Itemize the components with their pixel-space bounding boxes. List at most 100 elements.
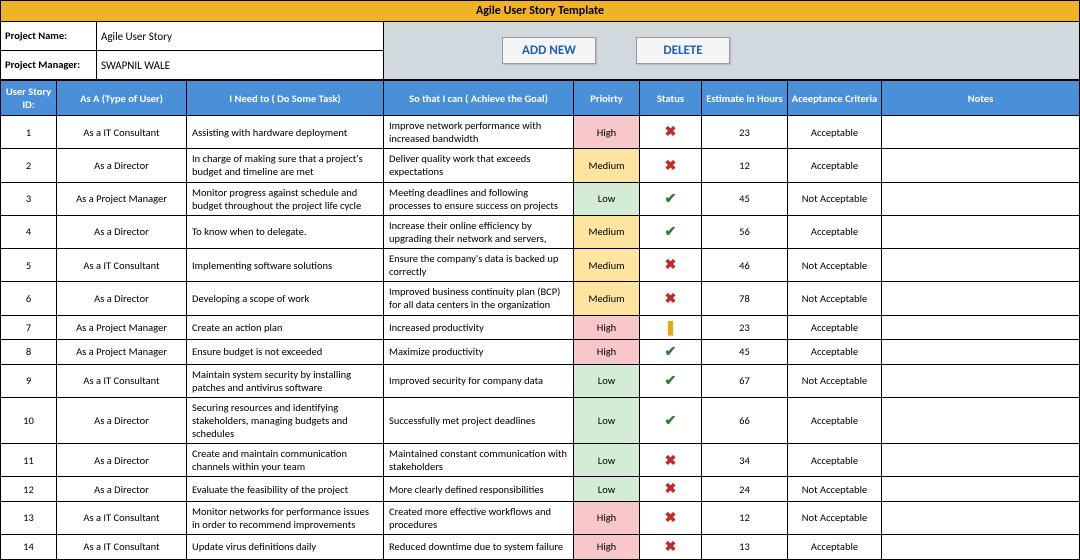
cell-estimate[interactable]: 45	[702, 340, 788, 365]
cell-status[interactable]: ✔	[640, 215, 702, 248]
cell-status[interactable]: ✔	[640, 397, 702, 443]
cell-notes[interactable]	[882, 477, 1080, 502]
cell-id[interactable]: 14	[1, 535, 57, 560]
cell-status[interactable]: ✖	[640, 282, 702, 315]
cell-id[interactable]: 1	[1, 116, 57, 149]
cell-priority[interactable]: Low	[574, 444, 640, 477]
cell-status[interactable]: ✔	[640, 340, 702, 365]
cell-need[interactable]: Update virus definitions daily	[187, 535, 384, 560]
cell-acceptance[interactable]: Not Acceptable	[788, 282, 882, 315]
delete-button[interactable]: DELETE	[636, 37, 730, 64]
cell-priority[interactable]: High	[574, 501, 640, 534]
cell-acceptance[interactable]: Not Acceptable	[788, 364, 882, 397]
cell-acceptance[interactable]: Acceptable	[788, 340, 882, 365]
cell-need[interactable]: Ensure budget is not exceeded	[187, 340, 384, 365]
cell-need[interactable]: Monitor networks for performance issues …	[187, 501, 384, 534]
cell-notes[interactable]	[882, 535, 1080, 560]
table-row[interactable]: 14As a IT ConsultantUpdate virus definit…	[1, 535, 1080, 560]
table-row[interactable]: 4As a Director To know when to delegate.…	[1, 215, 1080, 248]
cell-asa[interactable]: As a IT Consultant	[57, 249, 187, 282]
cell-asa[interactable]: As a IT Consultant	[57, 116, 187, 149]
cell-notes[interactable]	[882, 397, 1080, 443]
table-row[interactable]: 2As a DirectorIn charge of making sure t…	[1, 149, 1080, 182]
cell-asa[interactable]: As a Director	[57, 215, 187, 248]
cell-need[interactable]: Monitor progress against schedule and bu…	[187, 182, 384, 215]
cell-asa[interactable]: As a Director	[57, 397, 187, 443]
project-name-value[interactable]: Agile User Story	[97, 22, 384, 50]
cell-id[interactable]: 9	[1, 364, 57, 397]
cell-acceptance[interactable]: Not Acceptable	[788, 477, 882, 502]
cell-asa[interactable]: As a Project Manager	[57, 182, 187, 215]
cell-estimate[interactable]: 12	[702, 501, 788, 534]
cell-asa[interactable]: As a IT Consultant	[57, 501, 187, 534]
cell-acceptance[interactable]: Acceptable	[788, 315, 882, 340]
cell-acceptance[interactable]: Not Acceptable	[788, 501, 882, 534]
cell-asa[interactable]: As a Project Manager	[57, 340, 187, 365]
cell-priority[interactable]: High	[574, 535, 640, 560]
cell-estimate[interactable]: 24	[702, 477, 788, 502]
cell-notes[interactable]	[882, 315, 1080, 340]
cell-priority[interactable]: Medium	[574, 215, 640, 248]
cell-estimate[interactable]: 23	[702, 116, 788, 149]
cell-asa[interactable]: As a IT Consultant	[57, 364, 187, 397]
table-row[interactable]: 3As a Project ManagerMonitor progress ag…	[1, 182, 1080, 215]
cell-estimate[interactable]: 56	[702, 215, 788, 248]
cell-goal[interactable]: Reduced downtime due to system failure	[384, 535, 574, 560]
cell-priority[interactable]: Low	[574, 182, 640, 215]
table-row[interactable]: 13As a IT ConsultantMonitor networks for…	[1, 501, 1080, 534]
cell-status[interactable]: ✖	[640, 535, 702, 560]
cell-need[interactable]: Assisting with hardware deployment	[187, 116, 384, 149]
cell-estimate[interactable]: 78	[702, 282, 788, 315]
cell-need[interactable]: Securing resources and identifying stake…	[187, 397, 384, 443]
table-row[interactable]: 9As a IT Consultant Maintain system secu…	[1, 364, 1080, 397]
cell-need[interactable]: Developing a scope of work	[187, 282, 384, 315]
cell-notes[interactable]	[882, 501, 1080, 534]
cell-id[interactable]: 7	[1, 315, 57, 340]
cell-goal[interactable]: Maximize productivity	[384, 340, 574, 365]
cell-id[interactable]: 8	[1, 340, 57, 365]
table-row[interactable]: 6As a DirectorDeveloping a scope of work…	[1, 282, 1080, 315]
cell-notes[interactable]	[882, 116, 1080, 149]
table-row[interactable]: 1As a IT ConsultantAssisting with hardwa…	[1, 116, 1080, 149]
add-new-button[interactable]: ADD NEW	[502, 37, 596, 64]
cell-need[interactable]: To know when to delegate.	[187, 215, 384, 248]
cell-priority[interactable]: Medium	[574, 282, 640, 315]
cell-id[interactable]: 6	[1, 282, 57, 315]
cell-id[interactable]: 3	[1, 182, 57, 215]
cell-status[interactable]: ❚	[640, 315, 702, 340]
cell-priority[interactable]: High	[574, 116, 640, 149]
cell-status[interactable]: ✖	[640, 501, 702, 534]
cell-notes[interactable]	[882, 282, 1080, 315]
cell-estimate[interactable]: 12	[702, 149, 788, 182]
cell-goal[interactable]: Created more effective workflows and pro…	[384, 501, 574, 534]
cell-need[interactable]: Create an action plan	[187, 315, 384, 340]
cell-status[interactable]: ✖	[640, 477, 702, 502]
cell-goal[interactable]: Successfully met project deadlines	[384, 397, 574, 443]
cell-need[interactable]: In charge of making sure that a project'…	[187, 149, 384, 182]
cell-notes[interactable]	[882, 149, 1080, 182]
cell-id[interactable]: 11	[1, 444, 57, 477]
cell-priority[interactable]: Medium	[574, 149, 640, 182]
cell-notes[interactable]	[882, 215, 1080, 248]
table-row[interactable]: 7As a Project ManagerCreate an action pl…	[1, 315, 1080, 340]
cell-status[interactable]: ✖	[640, 116, 702, 149]
cell-goal[interactable]: Ensure the company's data is backed up c…	[384, 249, 574, 282]
table-row[interactable]: 12As a DirectorEvaluate the feasibility …	[1, 477, 1080, 502]
cell-priority[interactable]: Low	[574, 364, 640, 397]
cell-goal[interactable]: Deliver quality work that exceeds expect…	[384, 149, 574, 182]
cell-need[interactable]: Create and maintain communication channe…	[187, 444, 384, 477]
cell-goal[interactable]: Improved business continuity plan (BCP) …	[384, 282, 574, 315]
cell-asa[interactable]: As a IT Consultant	[57, 535, 187, 560]
cell-goal[interactable]: More clearly defined responsibilities	[384, 477, 574, 502]
cell-status[interactable]: ✖	[640, 444, 702, 477]
cell-need[interactable]: Implementing software solutions	[187, 249, 384, 282]
cell-need[interactable]: Evaluate the feasibility of the project	[187, 477, 384, 502]
cell-acceptance[interactable]: Acceptable	[788, 444, 882, 477]
cell-status[interactable]: ✔	[640, 182, 702, 215]
cell-priority[interactable]: Low	[574, 397, 640, 443]
cell-status[interactable]: ✔	[640, 364, 702, 397]
cell-acceptance[interactable]: Acceptable	[788, 215, 882, 248]
cell-estimate[interactable]: 13	[702, 535, 788, 560]
table-row[interactable]: 5As a IT ConsultantImplementing software…	[1, 249, 1080, 282]
project-manager-value[interactable]: SWAPNIL WALE	[97, 51, 384, 79]
